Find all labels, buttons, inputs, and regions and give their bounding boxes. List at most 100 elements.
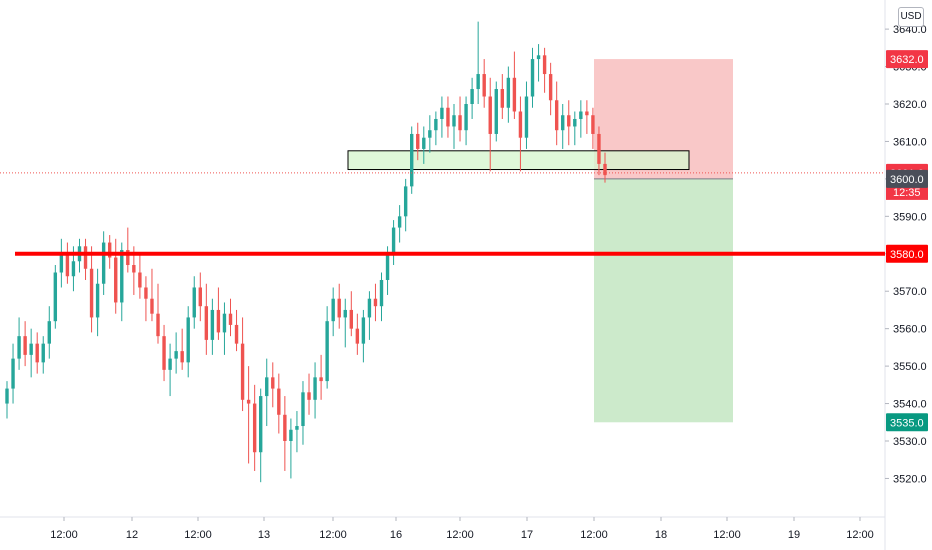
candle-body [132,265,136,273]
candle [150,268,154,322]
candle [258,388,263,483]
candle-body [59,253,64,273]
candle [265,358,269,427]
price-tick-label: 3560.0 [893,324,927,336]
candle-body [83,246,88,269]
candle-body [283,414,287,441]
price-tick-label: 3520.0 [893,473,927,485]
candle-body [573,118,577,127]
time-tick-label: 12:00 [319,529,347,541]
candle-body [319,377,323,382]
candle-body [95,283,100,318]
candle-body [271,377,275,389]
currency-label[interactable]: USD [898,7,924,27]
candle-body [367,298,372,318]
candle-body [144,287,148,299]
candle [434,111,438,146]
candle [35,332,39,374]
candle-body [506,77,511,108]
time-tick-label: 19 [788,529,800,541]
candle [500,74,505,119]
price-tick-label: 3540.0 [893,399,927,411]
candle-body [89,268,94,318]
candle-body [313,377,317,400]
price-tick-label: 3610.0 [893,136,927,148]
candle-body [361,317,366,344]
candle [379,272,384,322]
candle-body [289,429,293,441]
time-tick-label: 16 [390,529,402,541]
candle-body [603,163,607,176]
candle-body [216,309,221,333]
candle [277,373,281,434]
candle [325,306,329,389]
candle-body [101,242,106,284]
candle-body [204,306,209,340]
candle-body [23,336,27,355]
time-tick-label: 12:00 [713,529,741,541]
candle-body [126,250,130,266]
candle-body [35,343,39,363]
candle-body [168,358,172,370]
candle [59,238,64,288]
candle [470,77,474,119]
candle-body [11,358,15,389]
candle-body [585,111,589,116]
candle [114,238,118,314]
candle [422,126,426,164]
candle [579,100,583,138]
entry-price-marker-label: 3600.0 [890,174,924,186]
candle [361,309,366,363]
candle [89,246,94,333]
candle [295,411,299,453]
candle [337,283,341,329]
candle [95,268,100,337]
candle-body [524,96,529,138]
candle [518,96,523,172]
overlays [0,172,885,256]
candle-body [410,133,414,187]
candle-body [530,59,535,97]
candle-body [307,392,311,400]
candle [41,336,45,374]
time-axis[interactable]: 12:00 12 12:00 13 12:00 16 12:00 17 12:00 18 12:00… [50,517,874,541]
candle [319,354,323,400]
candle-body [258,396,263,453]
candle [240,317,245,412]
candle [252,384,257,471]
candle [367,291,372,340]
candles [5,21,607,483]
candle [204,283,209,355]
candle-body [440,107,444,119]
candle [446,96,450,138]
candle [458,96,462,142]
candle-body [210,309,215,340]
price-tick-label: 3620.0 [893,99,927,111]
candle [397,205,402,243]
candle [410,126,414,194]
price-tick-label: 3550.0 [893,361,927,373]
resistance-price-marker-bg [886,244,928,263]
candle-body [349,309,354,329]
candle [246,366,251,464]
candle-body [162,336,166,370]
candle [373,283,378,322]
candle [391,220,396,266]
candle [180,328,184,370]
candle-body [597,133,601,164]
candle [11,343,15,404]
candle-body [252,403,257,453]
candle [355,313,360,355]
candle-body [53,272,58,322]
candle [482,59,486,108]
candle-body [518,111,523,138]
candle-body [397,216,402,228]
candle [416,122,420,161]
candle [603,152,607,183]
candle [23,321,27,367]
time-tick-label: 12:00 [846,529,874,541]
candle [488,77,492,172]
candle-body [107,242,112,258]
price-axis[interactable]: 3520.0 3530.0 3540.0 3550.0 3560.0 3570.0 3580… [885,24,928,485]
